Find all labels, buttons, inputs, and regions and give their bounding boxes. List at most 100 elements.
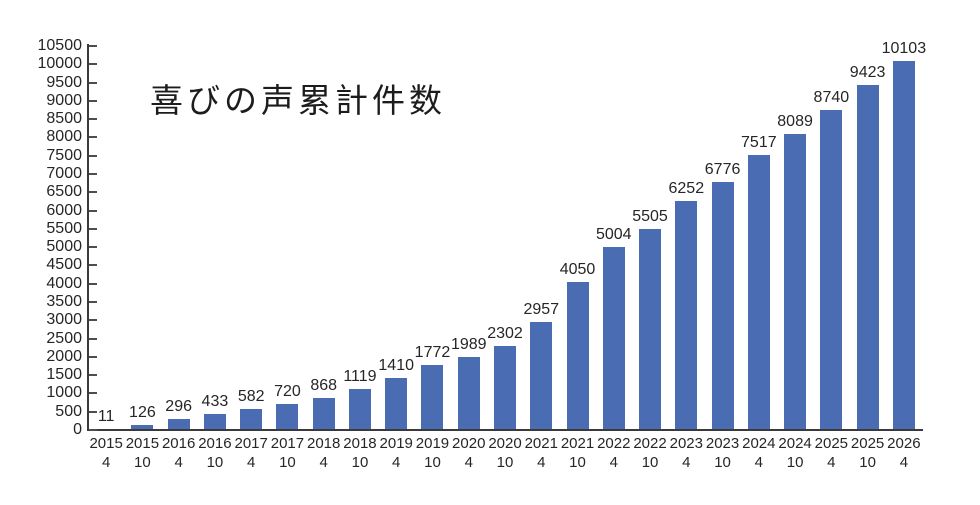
y-tick (89, 173, 97, 175)
x-category-label: 2016 10 (198, 434, 231, 472)
x-label-year: 2026 (887, 435, 921, 452)
x-label-year: 2019 (415, 435, 450, 452)
x-label-month: 4 (174, 454, 183, 471)
x-category-label: 2024 10 (778, 434, 811, 472)
x-category-label: 2023 4 (670, 434, 703, 472)
bar-value-label: 5505 (632, 207, 668, 225)
x-label-month: 4 (609, 454, 618, 471)
x-label-month: 4 (392, 454, 401, 471)
bar-value-label: 2957 (523, 300, 560, 318)
bar (385, 378, 408, 429)
bar-value-label: 9423 (849, 64, 886, 82)
x-label-year: 2017 (234, 435, 268, 452)
x-category-label: 2018 4 (307, 434, 340, 472)
x-category-label: 2025 10 (851, 434, 884, 472)
x-category-label: 2020 4 (452, 434, 485, 472)
bar-value-label: 126 (129, 404, 156, 422)
y-tick-label: 500 (55, 402, 82, 420)
x-category-label: 2022 4 (597, 434, 630, 472)
bar (530, 321, 553, 429)
y-tick (89, 63, 97, 66)
x-label-year: 2015 (125, 435, 160, 452)
x-label-year: 2018 (343, 435, 377, 452)
x-label-month: 10 (859, 454, 876, 471)
y-tick (89, 282, 97, 285)
x-category-label: 2015 4 (89, 434, 122, 472)
x-label-year: 2022 (597, 435, 631, 452)
x-category-label: 2017 10 (271, 434, 304, 472)
y-tick-label: 10500 (37, 37, 83, 54)
y-tick-label: 1500 (46, 366, 82, 384)
x-label-year: 2021 (524, 435, 558, 452)
y-tick-label: 1000 (46, 384, 82, 402)
x-label-month: 4 (101, 454, 111, 471)
x-label-year: 2024 (778, 435, 812, 452)
x-label-month: 10 (279, 454, 296, 471)
x-category-label: 2020 10 (488, 434, 521, 472)
bar (566, 281, 589, 429)
y-tick-label: 4000 (46, 274, 82, 292)
y-tick-label: 5000 (46, 238, 82, 256)
y-tick (89, 264, 97, 267)
bar (312, 398, 335, 429)
x-category-label: 2019 10 (416, 434, 449, 472)
x-label-year: 2025 (814, 435, 849, 452)
x-label-month: 10 (424, 454, 441, 471)
y-tick-label: 7500 (46, 146, 82, 164)
x-label-year: 2020 (488, 435, 522, 452)
x-label-year: 2018 (307, 435, 341, 452)
bar (711, 182, 734, 429)
x-label-month: 4 (899, 454, 909, 471)
x-label-month: 4 (827, 454, 836, 471)
x-label-year: 2025 (850, 435, 885, 452)
x-category-label: 2017 4 (234, 434, 267, 472)
y-tick-label: 8500 (46, 110, 82, 128)
x-label-year: 2016 (198, 435, 232, 452)
x-category-label: 2015 10 (126, 434, 159, 472)
x-label-year: 2024 (742, 435, 776, 452)
x-label-year: 2017 (270, 435, 305, 452)
bar-value-label: 2302 (487, 324, 523, 342)
bar (131, 425, 154, 429)
bar (747, 155, 770, 429)
x-label-month: 4 (319, 454, 328, 471)
y-axis-line (87, 44, 89, 431)
bar-value-label: 4050 (559, 260, 596, 278)
x-label-month: 4 (754, 454, 763, 471)
x-category-label: 2026 4 (887, 434, 920, 472)
bar-value-label: 1772 (414, 344, 451, 362)
bar (820, 110, 843, 429)
x-label-month: 4 (464, 454, 473, 471)
x-category-label: 2024 4 (742, 434, 775, 472)
bar-value-label: 8740 (813, 89, 850, 107)
x-axis-line (87, 429, 923, 431)
bar-value-label: 10103 (881, 39, 927, 57)
x-label-month: 10 (134, 454, 151, 471)
x-category-label: 2021 10 (561, 434, 594, 472)
y-tick-label: 9500 (46, 73, 82, 91)
x-label-year: 2015 (89, 435, 123, 452)
x-label-year: 2023 (669, 435, 703, 452)
x-category-label: 2023 10 (706, 434, 739, 472)
bar (276, 403, 299, 429)
y-tick (89, 337, 97, 340)
x-label-month: 10 (786, 454, 804, 471)
y-tick (89, 410, 97, 413)
y-tick-label: 8000 (46, 128, 82, 146)
x-label-year: 2020 (452, 435, 486, 452)
y-tick (89, 191, 97, 194)
bar (421, 365, 444, 429)
y-tick-label: 6500 (46, 183, 82, 201)
y-tick-label: 4500 (46, 256, 82, 274)
y-tick (89, 374, 97, 377)
y-tick-label: 3000 (46, 311, 82, 329)
bar (167, 419, 190, 429)
y-tick (89, 99, 97, 102)
x-category-label: 2022 10 (633, 434, 666, 472)
chart-title: 喜びの声累計件数 (150, 82, 446, 119)
bar (639, 228, 662, 429)
x-label-year: 2023 (705, 435, 740, 452)
x-label-month: 10 (496, 454, 514, 471)
bar-value-label: 6776 (704, 161, 741, 179)
